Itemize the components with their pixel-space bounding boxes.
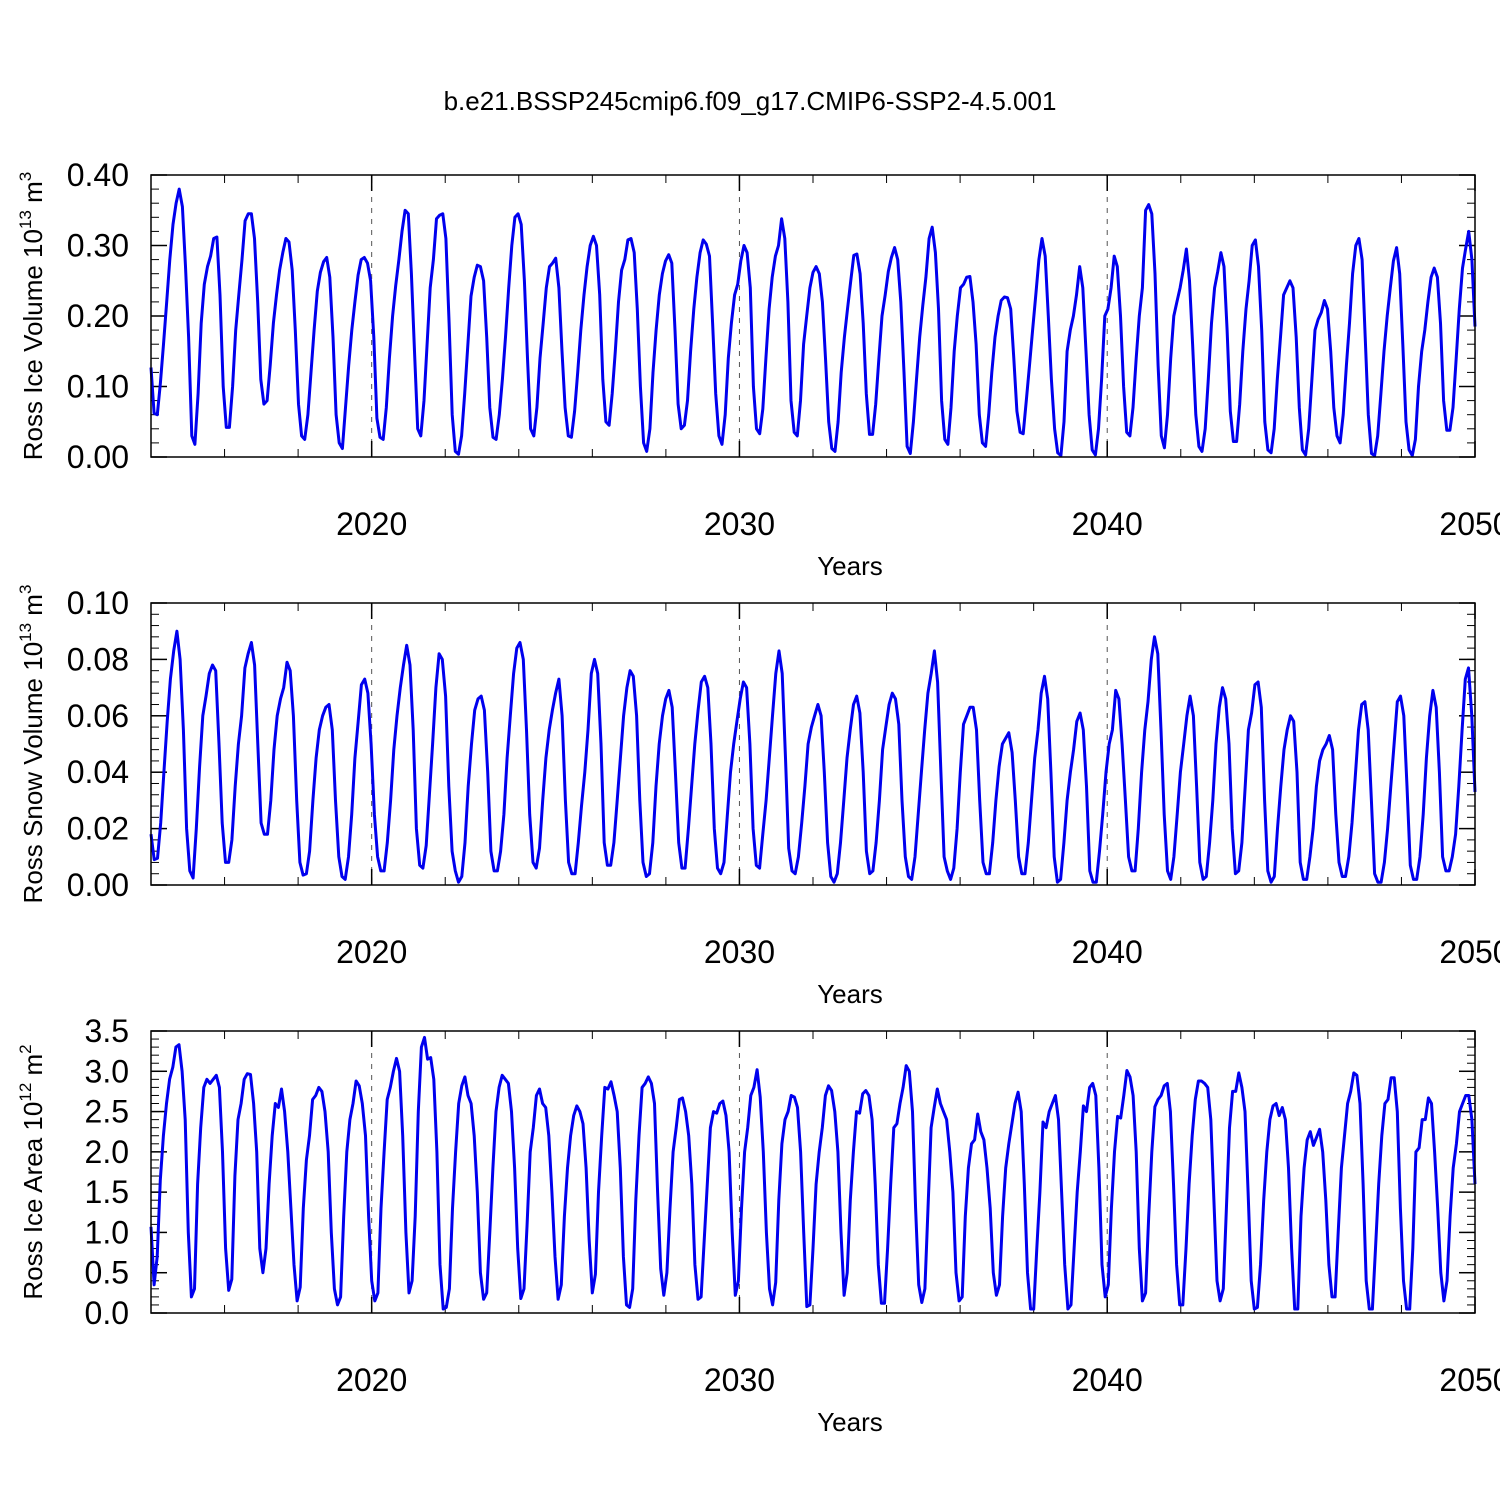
x-tick-label: 2050	[1439, 1362, 1500, 1398]
series-line	[149, 629, 1477, 884]
y-tick-label: 0.40	[67, 157, 129, 193]
plot-frame	[150, 174, 1476, 458]
x-axis-title: Years	[817, 1407, 883, 1437]
x-tick-label: 2050	[1439, 506, 1500, 542]
y-tick-label: 0.08	[67, 641, 129, 677]
y-tick-label: 3.5	[85, 1013, 129, 1049]
x-tick-label: 2020	[336, 1362, 407, 1398]
figure-title: b.e21.BSSP245cmip6.f09_g17.CMIP6-SSP2-4.…	[444, 86, 1057, 116]
x-tick-label: 2030	[704, 1362, 775, 1398]
panel-2: 0.00 0.02 0.04 0.06 0.08 0.10 2020 2030 2040 2050…	[16, 585, 1500, 1009]
y-tick-label: 0.04	[67, 754, 129, 790]
y-axis-title: Ross Ice Area 1012 m2	[16, 1044, 48, 1299]
y-tick-label: 3.0	[85, 1053, 129, 1089]
x-axis-title: Years	[817, 551, 883, 581]
y-tick-label: 0.10	[67, 369, 129, 405]
x-tick-label: 2040	[1072, 934, 1143, 970]
y-tick-label: 0.5	[85, 1255, 129, 1291]
x-tick-label: 2020	[336, 506, 407, 542]
plot-frame	[150, 602, 1476, 886]
series-line	[149, 187, 1477, 458]
y-axis-title: Ross Snow Volume 1013 m3	[16, 585, 48, 904]
y-tick-label: 0.00	[67, 867, 129, 903]
x-axis-title: Years	[817, 979, 883, 1009]
y-tick-label: 0.20	[67, 298, 129, 334]
x-tick-label: 2030	[704, 934, 775, 970]
x-tick-label: 2040	[1072, 506, 1143, 542]
y-tick-label: 0.10	[67, 585, 129, 621]
y-tick-label: 1.5	[85, 1174, 129, 1210]
series-line	[149, 1035, 1477, 1311]
plot-frame	[150, 1030, 1476, 1314]
x-tick-label: 2020	[336, 934, 407, 970]
y-tick-label: 0.0	[85, 1295, 129, 1331]
y-tick-label: 0.00	[67, 439, 129, 475]
panel-1: 0.00 0.10 0.20 0.30 0.40 2020 2030 2040 2050 Year…	[16, 157, 1500, 581]
y-tick-label: 1.0	[85, 1214, 129, 1250]
y-tick-label: 2.0	[85, 1134, 129, 1170]
x-tick-label: 2030	[704, 506, 775, 542]
y-tick-label: 0.30	[67, 228, 129, 264]
y-axis-title: Ross Ice Volume 1013 m3	[16, 172, 48, 461]
y-tick-label: 2.5	[85, 1094, 129, 1130]
y-tick-label: 0.02	[67, 811, 129, 847]
y-tick-label: 0.06	[67, 698, 129, 734]
x-tick-label: 2040	[1072, 1362, 1143, 1398]
x-tick-label: 2050	[1439, 934, 1500, 970]
panel-3: 0.0 0.5 1.0 1.5 2.0 2.5 3.0 3.5 2020 2030 2040 2050…	[16, 1013, 1500, 1437]
